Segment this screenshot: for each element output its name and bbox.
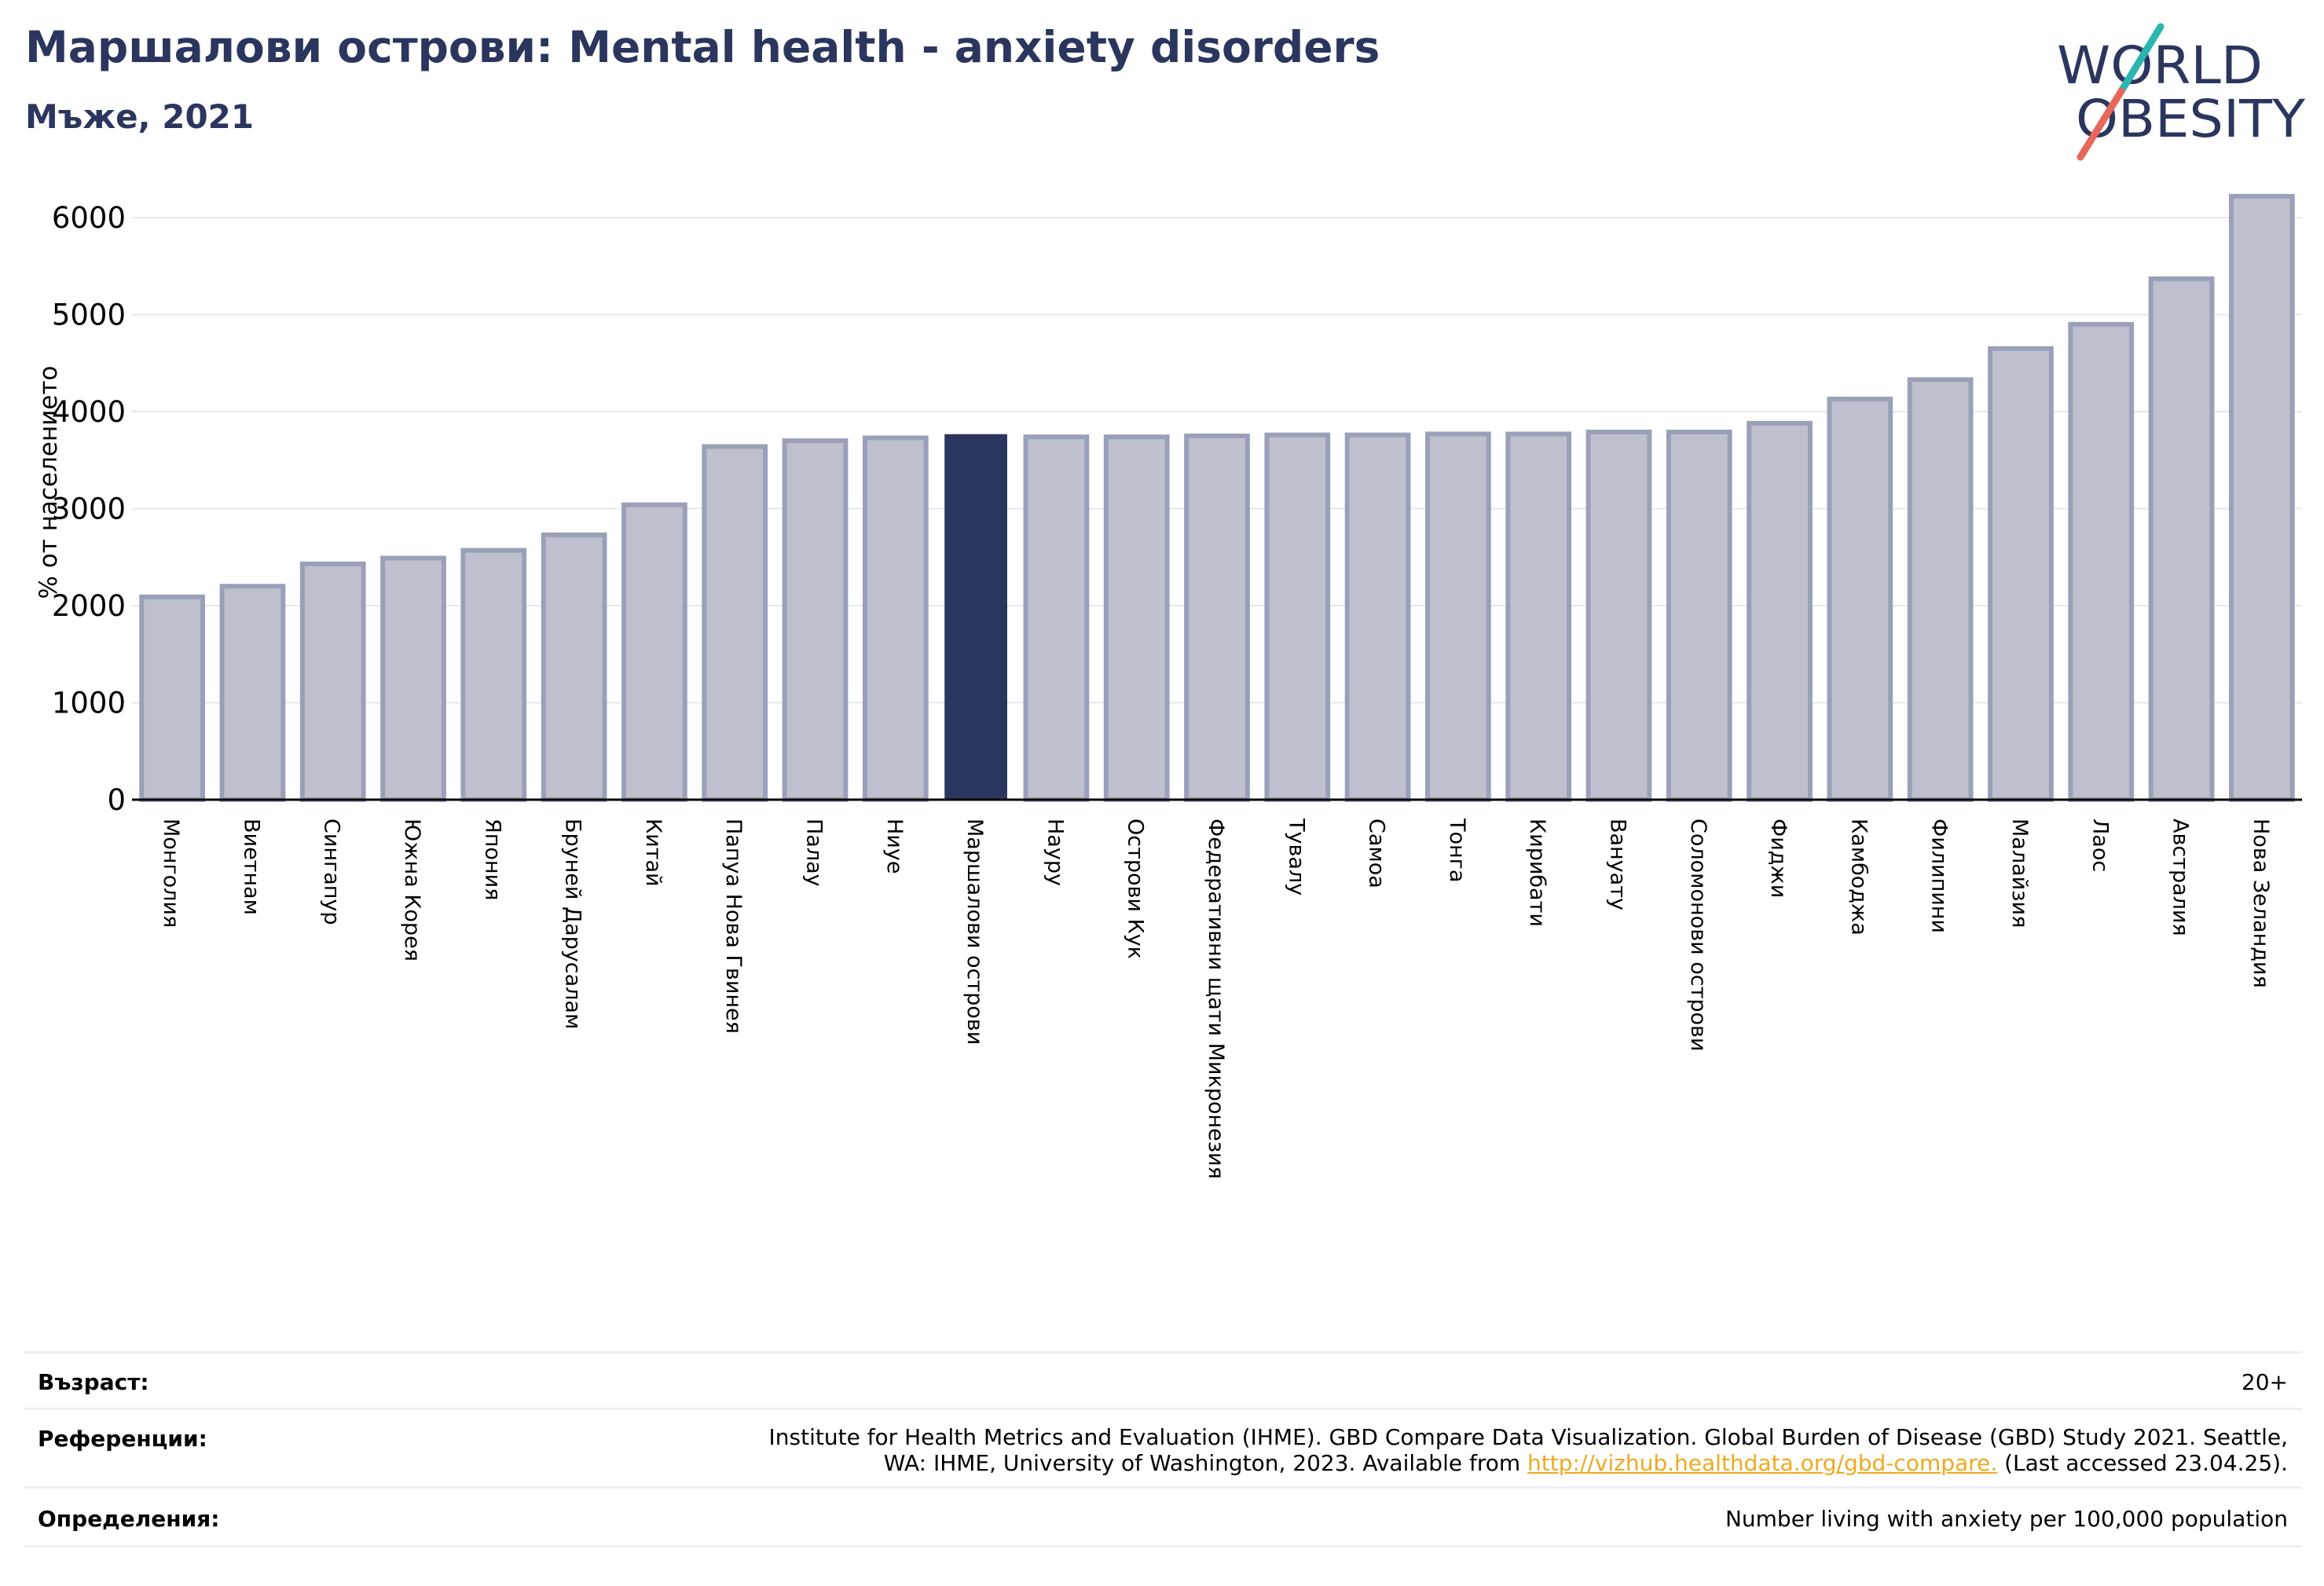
bar [1425,431,1491,803]
x-tick-label: Япония [480,819,504,900]
bar [621,502,687,802]
x-tick-label: Тонга [1445,818,1469,882]
bar [219,584,286,802]
x-tick-label: Тувалу [1284,818,1308,896]
bar [2148,276,2215,803]
x-tick-label: Филипини [1927,819,1952,933]
bar [1184,433,1250,803]
x-tick-label: Самоа [1365,819,1389,888]
page-subtitle: Мъже, 2021 [25,97,255,136]
x-tick-label: Фиджи [1766,819,1791,898]
x-tick-label: Кирибати [1525,819,1549,927]
x-tick-label: Виетнам [239,819,263,915]
x-tick-label: Вануату [1605,819,1629,910]
bar [541,532,607,802]
y-tick-label: 6000 [52,201,126,235]
bar-highlighted [944,434,1007,801]
bar-chart: 0 1000 2000 3000 4000 5000 6000 Монголия Виетна… [35,193,2302,1179]
bar [1747,420,1813,802]
bar [2068,321,2135,802]
x-tick-label: Камбоджа [1846,819,1871,936]
age-row: Възраст: 20+ [24,1351,2302,1410]
y-tick-label: 0 [107,783,126,817]
bar [702,444,768,802]
x-tick-label: Ниуе [882,819,907,874]
world-obesity-logo: WORLD OBESITY [2057,23,2306,161]
age-value: 20+ [2241,1369,2288,1395]
y-tick-label: 4000 [52,395,126,429]
bar [1344,432,1411,803]
y-tick-label: 5000 [52,299,126,332]
y-axis-label: % от населението [35,366,63,599]
x-tick-label: Папуа Нова Гвинея [721,819,746,1034]
references-line-1: Institute for Health Metrics and Evaluat… [768,1424,2288,1450]
x-tick-label: Науру [1043,819,1067,886]
x-tick-label: Палау [802,819,827,887]
x-axis-labels: Монголия Виетнам Сингапур Южна Корея Япония Б… [159,818,2273,1179]
y-tick-label: 1000 [52,687,126,720]
bar [1505,431,1572,803]
age-label: Възраст: [38,1369,149,1395]
bars [139,193,2295,803]
bar [1023,434,1090,803]
x-tick-label: Южна Корея [400,819,424,961]
bar [380,555,446,802]
x-tick-label: Нова Зеландия [2249,819,2273,988]
bar [1585,429,1652,802]
x-tick-label: Федеративни щати Микронезия [1204,819,1228,1179]
bar [862,435,929,802]
bar [1264,432,1331,803]
x-tick-label: Острови Кук [1124,819,1148,959]
definitions-row: Определения: Number living with anxiety … [24,1486,2302,1548]
logo-slash-teal [2117,23,2165,95]
bar [1907,377,1974,802]
bar [1666,429,1732,802]
page-title: Маршалови острови: Mental health - anxie… [25,22,1380,72]
bar [1103,434,1170,803]
x-tick-label: Монголия [159,819,183,928]
bar [2228,193,2295,802]
references-line-2: WA: IHME, University of Washington, 2023… [769,1450,2288,1476]
definitions-value: Number living with anxiety per 100,000 p… [1725,1506,2288,1532]
logo-word-world: WORLD [2057,35,2263,96]
references-row: Референции: Institute for Health Metrics… [24,1408,2302,1489]
x-tick-label: Соломонови острови [1686,819,1710,1051]
x-tick-label: Маршалови острови [962,819,987,1045]
references-label: Референции: [38,1426,207,1452]
x-tick-label: Малайзия [2007,819,2032,928]
definitions-label: Определения: [38,1506,220,1532]
y-axis-ticks: 0 1000 2000 3000 4000 5000 6000 [52,201,126,817]
bar [460,548,527,803]
x-tick-label: Китай [641,819,665,887]
x-tick-label: Лаос [2088,819,2112,872]
x-tick-label: Сингапур [320,819,344,925]
logo-slash-red [2077,87,2125,161]
references-line-2-end: (Last accessed 23.04.25). [1997,1450,2288,1476]
y-tick-label: 3000 [52,493,126,526]
y-tick-label: 2000 [52,589,126,623]
bar [1988,346,2054,802]
x-tick-label: Австралия [2168,819,2193,936]
bar [1827,396,1893,802]
references-value: Institute for Health Metrics and Evaluat… [769,1424,2288,1476]
bar [782,438,849,802]
x-tick-label: Бруней Дарусалам [561,819,585,1029]
references-line-2-start: WA: IHME, University of Washington, 2023… [883,1450,1528,1476]
bar [139,594,206,803]
references-link[interactable]: http://vizhub.healthdata.org/gbd-compare… [1527,1450,1998,1476]
bar [299,561,366,803]
